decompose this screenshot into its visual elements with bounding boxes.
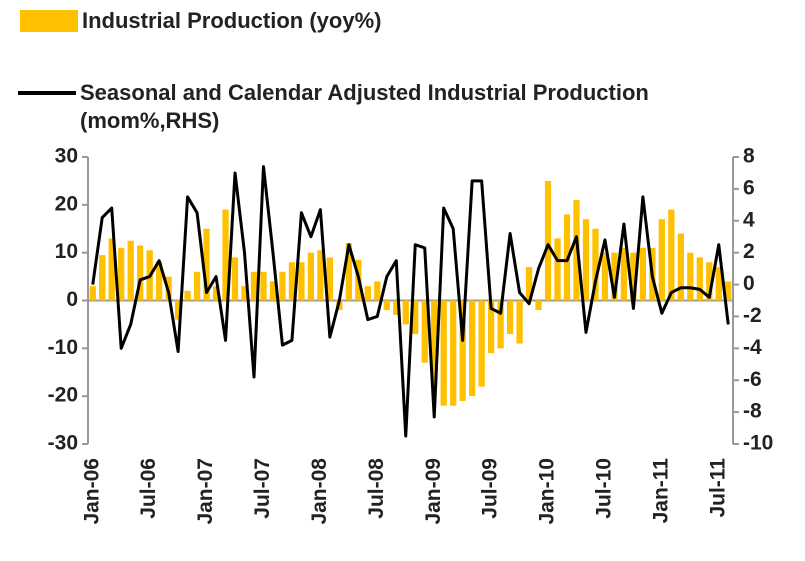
- x-tick-label: Jan-08: [308, 458, 331, 525]
- x-tick-label: Jul-10: [592, 458, 615, 519]
- bar: [402, 300, 409, 325]
- bar: [478, 300, 485, 387]
- bar: [516, 300, 523, 344]
- bar: [582, 219, 590, 301]
- bar: [298, 262, 305, 301]
- line: [91, 165, 730, 438]
- x-tick-label: Jan-06: [80, 458, 103, 525]
- x-tick-label: Jan-07: [194, 458, 217, 525]
- x-tick-label: Jul-08: [365, 458, 388, 519]
- bar: [212, 286, 220, 301]
- bar: [658, 219, 665, 301]
- bar: [715, 267, 722, 301]
- bar: [89, 286, 96, 301]
- bar: [250, 271, 258, 301]
- bar: [393, 300, 400, 315]
- y-tick-label: -30: [48, 432, 78, 455]
- y-tick-label: -20: [48, 384, 78, 407]
- x-tick-label: Jul-09: [479, 458, 502, 519]
- bar: [497, 300, 504, 349]
- bar: [364, 286, 371, 301]
- bar: [345, 243, 352, 301]
- bar: [279, 271, 286, 301]
- y-tick-label: -10: [48, 336, 78, 359]
- bar: [288, 262, 296, 301]
- x-tick-label: Jul-11: [706, 458, 729, 518]
- bar: [108, 238, 115, 301]
- bar: [307, 252, 315, 301]
- bar: [620, 247, 628, 301]
- bar: [639, 247, 647, 301]
- bar: [118, 247, 125, 301]
- bar: [450, 300, 457, 406]
- bar: [611, 252, 618, 301]
- bar: [459, 300, 466, 401]
- bar: [231, 257, 239, 301]
- bar: [677, 233, 684, 301]
- x-tick-label: Jul-06: [137, 458, 160, 519]
- bar: [544, 180, 552, 301]
- bar: [440, 300, 447, 406]
- bar: [383, 300, 390, 311]
- y2-tick-label: 0: [743, 272, 755, 295]
- legend-swatch: [18, 91, 76, 95]
- bar: [184, 290, 191, 301]
- bar: [554, 238, 561, 301]
- x-tick-label: Jul-07: [251, 458, 274, 519]
- y-tick-label: 20: [55, 192, 78, 215]
- bar: [601, 252, 609, 301]
- legend-label: Industrial Production (yoy%): [82, 8, 382, 33]
- bar: [412, 300, 419, 334]
- bar: [374, 281, 381, 301]
- y-tick-label: 30: [55, 145, 78, 168]
- bar: [222, 209, 229, 301]
- y2-tick-label: -4: [743, 336, 762, 359]
- bar: [99, 255, 106, 301]
- bar: [260, 271, 267, 301]
- bar: [317, 250, 324, 301]
- x-tick-label: Jan-09: [422, 458, 445, 525]
- y2-tick-label: 8: [743, 145, 755, 168]
- bar: [506, 300, 514, 334]
- y2-tick-label: 6: [743, 176, 755, 199]
- bar: [326, 257, 334, 301]
- bar: [696, 257, 703, 301]
- legend-label: Seasonal and Calendar Adjusted Industria…: [80, 80, 649, 133]
- legend-swatch: [20, 10, 78, 32]
- bar: [431, 300, 438, 387]
- x-tick-label: Jan-11: [649, 458, 672, 524]
- bar: [592, 228, 599, 301]
- y-tick-label: 0: [66, 288, 78, 311]
- y2-tick-label: 2: [743, 240, 755, 263]
- bar: [706, 262, 713, 301]
- bar: [269, 281, 277, 301]
- y2-tick-label: -6: [743, 368, 762, 391]
- bar: [127, 240, 134, 301]
- bar: [687, 252, 694, 301]
- bar: [193, 271, 201, 301]
- bar: [203, 228, 210, 301]
- bar: [137, 245, 144, 301]
- bar: [535, 300, 542, 311]
- x-tick-label: Jan-10: [536, 458, 559, 525]
- bar: [487, 300, 495, 354]
- bar: [469, 300, 476, 397]
- bar: [421, 300, 428, 363]
- y2-tick-label: -10: [743, 432, 773, 455]
- y-tick-label: 10: [55, 240, 78, 263]
- bar: [668, 209, 675, 301]
- bar: [630, 252, 637, 301]
- y2-tick-label: -8: [743, 400, 762, 423]
- y2-tick-label: 4: [743, 208, 755, 231]
- bar: [241, 286, 248, 301]
- y2-tick-label: -2: [743, 304, 762, 327]
- bar: [174, 300, 182, 320]
- bar: [525, 267, 533, 301]
- bar: [156, 262, 163, 301]
- bar: [725, 281, 732, 301]
